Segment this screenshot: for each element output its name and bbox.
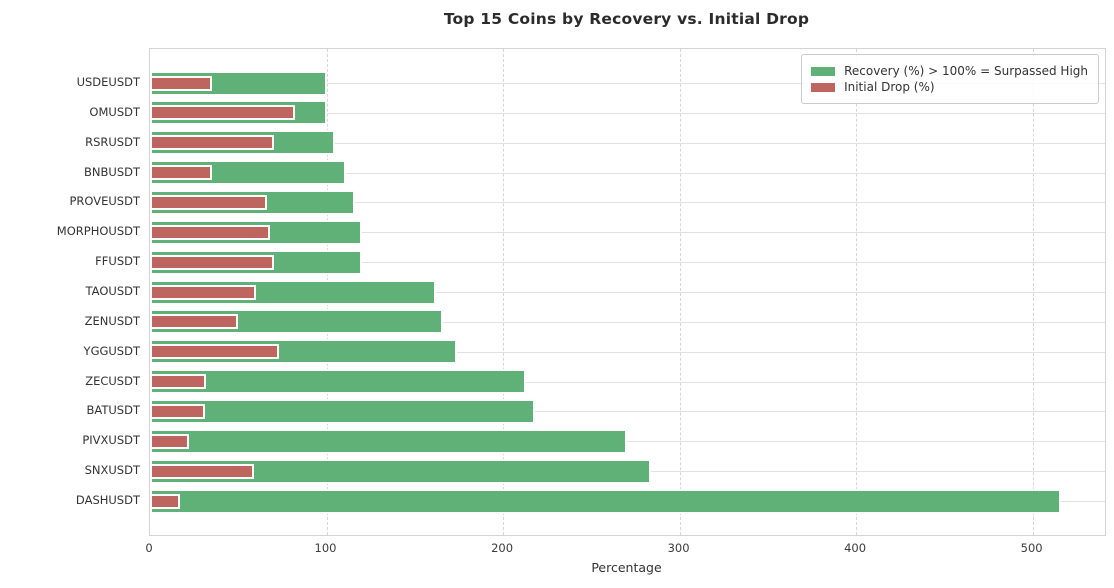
horizontal-gridline — [150, 351, 1105, 353]
x-tick-label: 300 — [667, 541, 690, 555]
horizontal-gridline — [150, 441, 1105, 443]
drop-bar — [150, 135, 274, 151]
drop-bar — [150, 194, 267, 210]
y-tick-label: FFUSDT — [95, 254, 140, 269]
y-tick-label: DASHUSDT — [75, 493, 140, 507]
drop-bar — [150, 314, 239, 330]
drop-bar — [150, 344, 279, 360]
y-tick-label: PROVEUSDT — [69, 194, 140, 209]
horizontal-gridline — [150, 83, 1105, 84]
horizontal-gridline — [150, 411, 1105, 413]
drop-bar — [150, 284, 256, 300]
x-tick-label: 0 — [145, 541, 153, 555]
y-tick-label: TAOUSDT — [85, 284, 140, 298]
x-tick-label: 200 — [491, 541, 514, 555]
recovery-bar — [150, 428, 627, 454]
horizontal-gridline — [150, 321, 1105, 323]
drop-bar — [150, 75, 212, 91]
drop-bar — [150, 403, 205, 419]
y-tick-label: BATUSDT — [86, 403, 141, 418]
drop-bar — [150, 374, 207, 390]
recovery-bar — [150, 488, 1061, 514]
legend-entry: Recovery (%) > 100% = Surpassed High — [811, 64, 1088, 78]
drop-bar — [150, 493, 180, 509]
y-tick-label: MORPHOUSDT — [56, 224, 140, 239]
horizontal-gridline — [150, 232, 1105, 234]
horizontal-gridline — [150, 202, 1105, 204]
y-tick-label: PIVXUSDT — [82, 433, 140, 448]
legend-entry: Initial Drop (%) — [811, 80, 1088, 94]
drop-bar — [150, 463, 255, 479]
horizontal-gridline — [150, 292, 1105, 293]
horizontal-gridline — [150, 112, 1105, 114]
horizontal-gridline — [150, 142, 1105, 144]
y-tick-label: SNXUSDT — [84, 463, 140, 478]
horizontal-gridline — [150, 262, 1105, 264]
y-tick-label: ZECUSDT — [85, 373, 140, 388]
drop-bar — [150, 224, 271, 240]
horizontal-gridline — [150, 172, 1105, 174]
y-tick-label: RSRUSDT — [85, 134, 140, 149]
x-tick-label: 400 — [844, 541, 867, 555]
legend-swatch-icon — [811, 82, 836, 92]
drop-bar — [150, 254, 274, 270]
x-tick-label: 500 — [1020, 541, 1043, 555]
x-axis-title: Percentage — [591, 560, 662, 575]
legend-label: Initial Drop (%) — [844, 80, 935, 94]
drop-bar — [150, 433, 189, 449]
horizontal-gridline — [150, 381, 1105, 383]
drop-bar — [150, 165, 212, 181]
legend-label: Recovery (%) > 100% = Surpassed High — [844, 64, 1088, 78]
recovery-bar — [150, 398, 535, 424]
recovery-bar — [150, 369, 526, 395]
y-tick-label: OMUSDT — [89, 104, 140, 119]
x-tick-label: 100 — [314, 541, 337, 555]
plot-area: Recovery (%) > 100% = Surpassed High Init… — [149, 48, 1106, 536]
y-tick-label: YGGUSDT — [83, 343, 140, 358]
drop-bar — [150, 105, 295, 121]
y-tick-label: USDEUSDT — [76, 75, 140, 89]
chart-title: Top 15 Coins by Recovery vs. Initial Dro… — [443, 10, 810, 28]
y-tick-label: BNBUSDT — [84, 164, 140, 179]
legend: Recovery (%) > 100% = Surpassed High Init… — [801, 54, 1099, 104]
y-tick-label: ZENUSDT — [84, 313, 140, 328]
legend-swatch-icon — [811, 66, 836, 76]
